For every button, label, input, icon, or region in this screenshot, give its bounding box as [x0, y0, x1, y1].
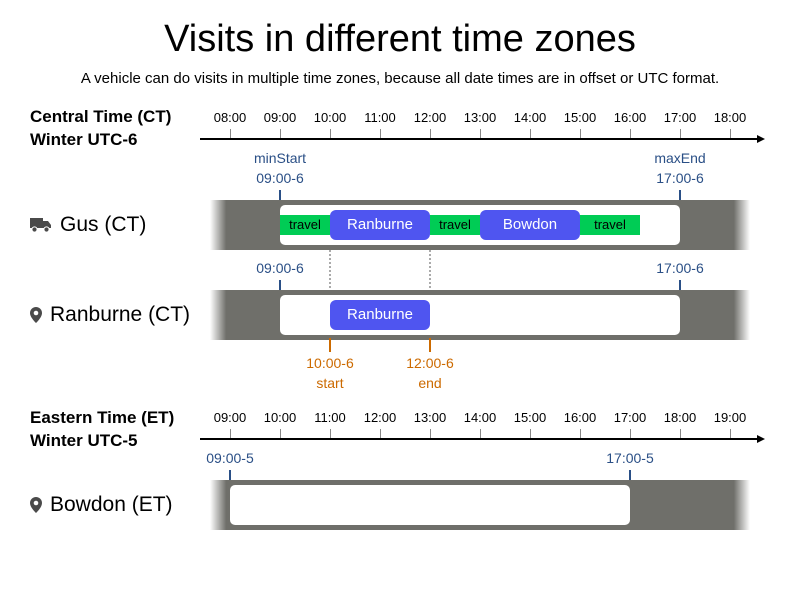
- start-guide-line: [329, 250, 331, 292]
- min-start-label: minStart: [253, 150, 307, 166]
- eastern-tick-label: 12:00: [363, 410, 397, 425]
- eastern-zone-name: Eastern Time (ET): [30, 408, 175, 427]
- eastern-tick-mark: [330, 429, 331, 439]
- diagram-subtitle: A vehicle can do visits in multiple time…: [80, 70, 720, 87]
- eastern-tick-label: 09:00: [213, 410, 247, 425]
- end-label: end: [418, 375, 442, 391]
- eastern-tick-label: 19:00: [713, 410, 747, 425]
- bowdon-window-end-marker: [629, 470, 631, 485]
- central-tick-mark: [680, 129, 681, 139]
- diagram-title: Visits in different time zones: [164, 18, 636, 60]
- location-pin-icon: [30, 497, 42, 513]
- eastern-tick-mark: [530, 429, 531, 439]
- eastern-tick-mark: [480, 429, 481, 439]
- vehicle-name: Gus (CT): [60, 213, 147, 236]
- central-zone-name: Central Time (CT): [30, 107, 172, 126]
- eastern-tick-label: 17:00: [613, 410, 647, 425]
- location-pin-icon: [30, 307, 42, 323]
- eastern-tick-label: 14:00: [463, 410, 497, 425]
- min-start-time: 09:00-6: [256, 170, 304, 186]
- eastern-tick-mark: [680, 429, 681, 439]
- travel-segment-2: travel: [430, 215, 480, 235]
- eastern-tick-mark: [280, 429, 281, 439]
- eastern-tick-mark: [380, 429, 381, 439]
- eastern-tick-label: 16:00: [563, 410, 597, 425]
- eastern-tick-mark: [580, 429, 581, 439]
- central-tick-label: 15:00: [563, 110, 597, 125]
- central-zone-offset: Winter UTC-6: [30, 130, 138, 149]
- eastern-tick-mark: [230, 429, 231, 439]
- bowdon-name: Bowdon (ET): [50, 493, 173, 516]
- eastern-axis-arrow: [757, 435, 765, 443]
- eastern-tick-label: 13:00: [413, 410, 447, 425]
- eastern-tick-mark: [430, 429, 431, 439]
- eastern-axis-line: [200, 438, 757, 440]
- eastern-tick-mark: [630, 429, 631, 439]
- max-end-time: 17:00-6: [656, 170, 704, 186]
- eastern-tick-label: 10:00: [263, 410, 297, 425]
- central-tick-mark: [380, 129, 381, 139]
- vehicle-row-label[interactable]: Gus (CT): [30, 210, 146, 240]
- bowdon-window-start-marker: [229, 470, 231, 485]
- travel-segment-1: travel: [280, 215, 330, 235]
- eastern-zone-offset: Winter UTC-5: [30, 431, 138, 450]
- end-marker: [429, 338, 431, 352]
- central-tick-mark: [730, 129, 731, 139]
- ranburne-window-end: 17:00-6: [656, 260, 704, 276]
- start-label: start: [316, 375, 344, 391]
- truck-icon: [30, 218, 51, 233]
- central-tick-label: 18:00: [713, 110, 747, 125]
- central-tick-mark: [280, 129, 281, 139]
- central-tick-mark: [580, 129, 581, 139]
- central-tick-mark: [230, 129, 231, 139]
- bowdon-window-end: 17:00-5: [606, 450, 654, 466]
- central-tick-mark: [330, 129, 331, 139]
- travel-segment-3: travel: [580, 215, 640, 235]
- central-tick-mark: [480, 129, 481, 139]
- ranburne-row-label[interactable]: Ranburne (CT): [30, 300, 190, 330]
- central-tick-label: 10:00: [313, 110, 347, 125]
- visit-segment-ranburne[interactable]: Ranburne: [330, 210, 430, 240]
- ranburne-window-start: 09:00-6: [256, 260, 304, 276]
- central-tick-mark: [430, 129, 431, 139]
- visit-segment-bowdon[interactable]: Bowdon: [480, 210, 580, 240]
- central-tick-label: 08:00: [213, 110, 247, 125]
- central-tick-label: 17:00: [663, 110, 697, 125]
- eastern-tick-label: 11:00: [314, 410, 346, 425]
- ranburne-window-end-marker: [679, 280, 681, 295]
- bowdon-row-label[interactable]: Bowdon (ET): [30, 490, 173, 520]
- central-tick-label: 16:00: [613, 110, 647, 125]
- min-start-marker: [279, 190, 281, 205]
- central-tick-mark: [630, 129, 631, 139]
- central-tick-label: 13:00: [463, 110, 497, 125]
- central-tick-label: 12:00: [413, 110, 447, 125]
- end-guide-line: [429, 250, 431, 292]
- eastern-tick-label: 15:00: [513, 410, 547, 425]
- max-end-label: maxEnd: [654, 150, 706, 166]
- start-marker: [329, 338, 331, 352]
- bowdon-time-window: [230, 485, 630, 525]
- ranburne-visit[interactable]: Ranburne: [330, 300, 430, 330]
- start-time: 10:00-6: [306, 355, 354, 371]
- central-axis-arrow: [757, 135, 765, 143]
- ranburne-name: Ranburne (CT): [50, 303, 191, 326]
- eastern-tick-mark: [730, 429, 731, 439]
- central-tick-label: 14:00: [513, 110, 547, 125]
- central-tick-mark: [530, 129, 531, 139]
- central-tick-label: 09:00: [263, 110, 297, 125]
- bowdon-window-start: 09:00-5: [206, 450, 254, 466]
- max-end-marker: [679, 190, 681, 205]
- eastern-tick-label: 18:00: [663, 410, 697, 425]
- central-axis-line: [200, 138, 757, 140]
- ranburne-window-start-marker: [279, 280, 281, 295]
- central-tick-label: 11:00: [364, 110, 396, 125]
- end-time: 12:00-6: [406, 355, 454, 371]
